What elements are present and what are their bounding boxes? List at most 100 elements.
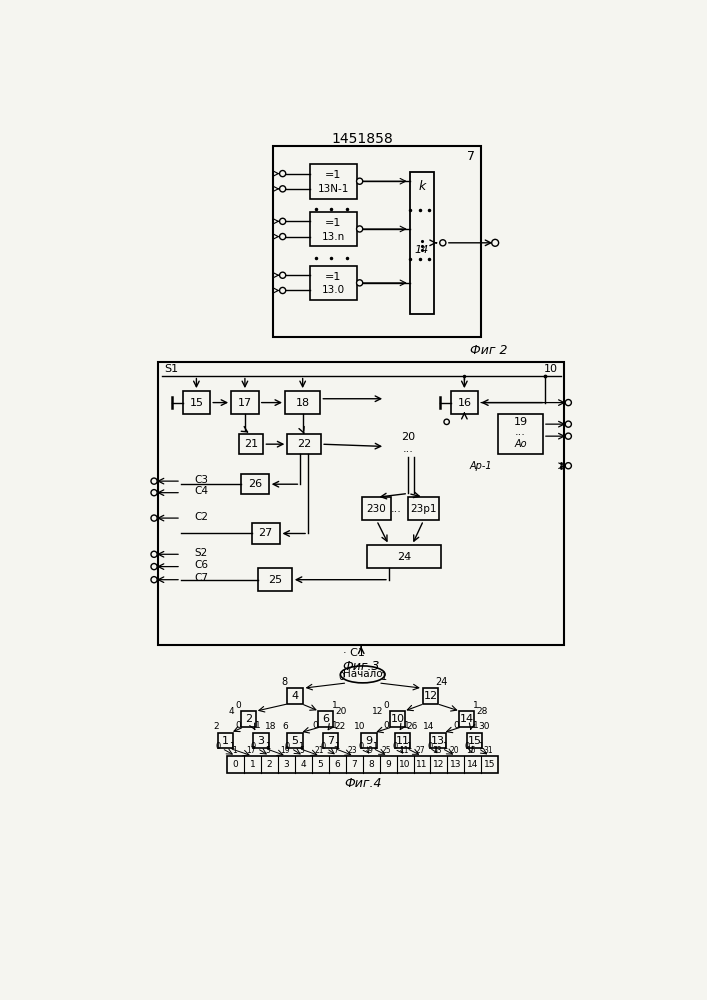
- Text: 22: 22: [297, 439, 311, 449]
- Text: 0: 0: [338, 672, 344, 682]
- Text: 230: 230: [367, 504, 387, 514]
- Bar: [361, 733, 377, 748]
- Bar: [182, 391, 210, 414]
- Text: 2: 2: [245, 714, 252, 724]
- Text: Фиг 2: Фиг 2: [470, 344, 508, 358]
- Text: 19: 19: [280, 746, 290, 755]
- Text: 1: 1: [473, 721, 479, 730]
- Text: 2: 2: [267, 760, 272, 769]
- Bar: [408, 497, 439, 520]
- Text: 1: 1: [404, 721, 409, 730]
- Text: · C1: · C1: [343, 648, 364, 658]
- Text: 1: 1: [222, 736, 229, 746]
- Text: 19: 19: [513, 417, 527, 427]
- Text: 0: 0: [384, 721, 390, 730]
- Circle shape: [565, 433, 571, 439]
- Bar: [258, 568, 292, 591]
- Text: 14: 14: [460, 714, 474, 724]
- Text: 0: 0: [235, 701, 241, 710]
- Text: 7: 7: [351, 760, 357, 769]
- Circle shape: [151, 515, 157, 521]
- Text: S1: S1: [164, 364, 178, 374]
- Text: 3: 3: [257, 736, 264, 746]
- Text: 12: 12: [433, 760, 445, 769]
- Text: 12: 12: [423, 691, 438, 701]
- Text: ...: ...: [390, 504, 402, 514]
- Text: 5: 5: [266, 746, 271, 755]
- Bar: [287, 688, 303, 704]
- Text: 4: 4: [229, 707, 235, 716]
- Text: 0: 0: [464, 742, 469, 751]
- Text: 5: 5: [300, 746, 304, 755]
- Text: 1: 1: [232, 746, 237, 755]
- Text: ...: ...: [399, 552, 410, 562]
- Bar: [241, 711, 257, 727]
- Text: 13: 13: [431, 736, 445, 746]
- Text: 25: 25: [382, 746, 392, 755]
- Text: 10: 10: [354, 722, 366, 731]
- Text: 20: 20: [336, 707, 347, 716]
- Text: =1: =1: [325, 218, 341, 228]
- Text: 0: 0: [235, 721, 241, 730]
- Text: 1: 1: [255, 721, 261, 730]
- Bar: [411, 172, 433, 314]
- Circle shape: [151, 490, 157, 496]
- Circle shape: [151, 551, 157, 557]
- Circle shape: [440, 240, 446, 246]
- Text: 0: 0: [216, 742, 221, 751]
- Text: 1: 1: [473, 701, 479, 710]
- Text: 7: 7: [467, 150, 474, 163]
- Circle shape: [151, 577, 157, 583]
- Circle shape: [491, 239, 498, 246]
- Text: 20: 20: [450, 746, 459, 755]
- Text: 11: 11: [416, 760, 428, 769]
- Circle shape: [356, 178, 363, 184]
- Text: 1: 1: [407, 742, 411, 751]
- Text: 9: 9: [385, 760, 391, 769]
- Text: 24: 24: [435, 677, 448, 687]
- Bar: [322, 733, 338, 748]
- Text: 5: 5: [291, 736, 298, 746]
- Bar: [310, 164, 356, 199]
- Text: 0: 0: [312, 721, 318, 730]
- Text: 4: 4: [300, 760, 306, 769]
- Text: 13: 13: [433, 746, 442, 755]
- Text: 15: 15: [189, 398, 204, 408]
- Bar: [423, 688, 438, 704]
- Text: Ao: Ao: [514, 439, 527, 449]
- Text: C7: C7: [195, 573, 209, 583]
- Text: 1: 1: [373, 742, 378, 751]
- Bar: [467, 733, 482, 748]
- Text: 1: 1: [332, 721, 338, 730]
- Text: 1: 1: [250, 760, 255, 769]
- Text: 7: 7: [333, 746, 338, 755]
- Text: ...: ...: [403, 444, 414, 454]
- Text: 18: 18: [296, 398, 310, 408]
- Text: 0: 0: [358, 742, 364, 751]
- Text: 27: 27: [259, 528, 273, 538]
- Text: 15: 15: [484, 760, 496, 769]
- Text: 8: 8: [281, 677, 287, 687]
- Text: 26: 26: [248, 479, 262, 489]
- Text: C3: C3: [195, 475, 209, 485]
- Bar: [395, 733, 411, 748]
- Text: 1451858: 1451858: [332, 132, 394, 146]
- Text: Фиг.4: Фиг.4: [344, 777, 382, 790]
- Text: 23: 23: [348, 746, 358, 755]
- Bar: [241, 474, 269, 494]
- Circle shape: [356, 226, 363, 232]
- Text: 0: 0: [428, 742, 433, 751]
- Bar: [362, 497, 391, 520]
- Text: 21: 21: [244, 439, 258, 449]
- Bar: [390, 711, 405, 727]
- Bar: [450, 391, 478, 414]
- Text: C6: C6: [195, 560, 209, 570]
- Text: k: k: [419, 180, 426, 193]
- Text: C2: C2: [195, 512, 209, 522]
- Circle shape: [151, 478, 157, 484]
- Bar: [285, 391, 320, 414]
- Text: =1: =1: [325, 170, 341, 180]
- Circle shape: [279, 186, 286, 192]
- Circle shape: [279, 171, 286, 177]
- Text: 17: 17: [238, 398, 252, 408]
